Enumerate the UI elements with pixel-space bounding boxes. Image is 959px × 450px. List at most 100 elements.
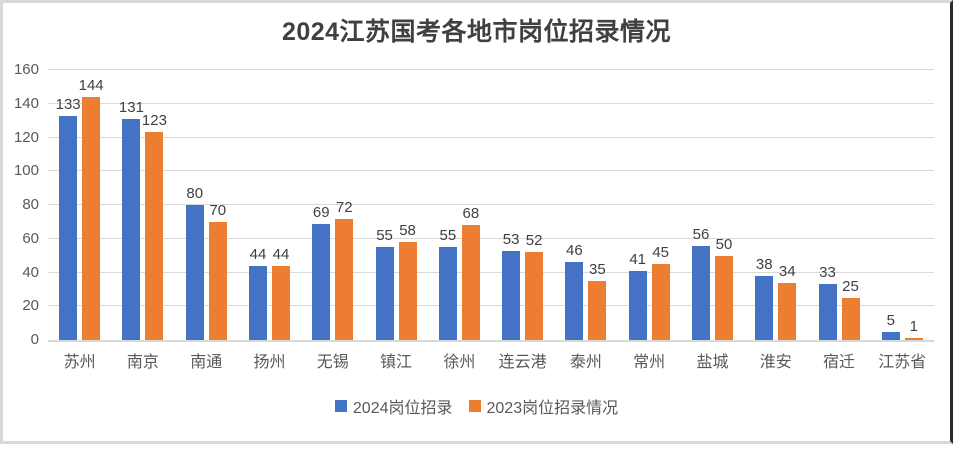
bar-wrap: 53 [502, 70, 521, 340]
bar-wrap: 56 [691, 70, 710, 340]
category-label: 宿迁 [823, 354, 856, 371]
bar-value-label: 123 [141, 112, 167, 130]
gridline [48, 136, 934, 138]
bar-wrap: 5 [881, 70, 900, 340]
bar [714, 255, 733, 340]
y-axis-label: 80 [22, 196, 39, 213]
bar-wrap: 35 [588, 70, 607, 340]
category-label: 泰州 [569, 354, 602, 371]
bar-value-label: 55 [376, 227, 393, 245]
bar-group: 53 52 [491, 70, 554, 340]
bar [335, 218, 354, 340]
category-label: 盐城 [696, 354, 729, 371]
bar-wrap: 72 [335, 70, 354, 340]
category-label: 南通 [190, 354, 223, 371]
bar-value-label: 55 [439, 227, 457, 245]
bar [59, 115, 78, 340]
bar-value-label: 41 [629, 250, 647, 268]
bar-value-label: 44 [272, 245, 290, 263]
legend-item: 2023岗位招录情况 [468, 394, 619, 418]
bar-wrap: 68 [461, 70, 480, 340]
bar-wrap: 1 [904, 70, 923, 340]
bar-group: 44 44 [238, 70, 301, 340]
bar [438, 247, 457, 340]
bar-wrap: 50 [714, 70, 733, 340]
plot-area: 133 144 131 123 80 70 44 44 69 72 55 58 55 68 53 52 46 35… [14, 62, 934, 348]
bar-value-label: 52 [525, 232, 543, 250]
gridline [48, 69, 934, 70]
bar-wrap: 55 [375, 70, 394, 340]
legend-label: 2023岗位招录情况 [486, 400, 619, 417]
gridline [48, 204, 934, 205]
bar [818, 284, 837, 340]
category-label: 江苏省 [878, 354, 927, 371]
bar-wrap: 38 [755, 70, 774, 340]
y-axis-label: 120 [13, 128, 39, 146]
bar-group: 69 72 [301, 70, 364, 340]
gridline [48, 305, 934, 307]
bar-value-label: 35 [589, 260, 606, 278]
bar [145, 132, 164, 340]
y-axis-label: 0 [30, 331, 39, 348]
legend-item: 2024岗位招录 [334, 394, 453, 418]
bar-group: 55 68 [428, 70, 491, 340]
y-axis-label: 40 [22, 263, 39, 281]
bar-value-label: 33 [819, 264, 836, 282]
legend-swatch [334, 400, 347, 412]
gridline [48, 102, 934, 104]
bar-wrap: 123 [142, 70, 167, 340]
bar-group: 33 25 [807, 70, 870, 340]
bar-wrap: 34 [778, 70, 797, 340]
bar [841, 297, 860, 340]
plot-wrap: 133 144 131 123 80 70 44 44 69 72 55 58 55 68 53 52 46 35… [14, 62, 934, 348]
bar [502, 250, 521, 340]
y-axis-label: 160 [13, 61, 39, 78]
bar-value-label: 69 [312, 203, 330, 221]
bar [208, 221, 227, 340]
category-label: 扬州 [253, 354, 286, 371]
bar-group: 38 34 [744, 70, 807, 340]
bar-value-label: 53 [502, 230, 520, 248]
bar-wrap: 69 [312, 70, 331, 340]
bar-wrap: 44 [248, 70, 267, 340]
y-axis-label: 140 [13, 94, 39, 112]
bar [778, 282, 797, 340]
bar-wrap: 52 [525, 70, 544, 340]
chart-title: 2024江苏国考各地市岗位招录情况 [281, 18, 672, 46]
y-axis-label: 20 [22, 297, 39, 315]
category-label: 徐州 [443, 354, 476, 371]
bar [461, 225, 480, 340]
y-axis-label: 60 [22, 229, 39, 247]
bar-group: 133 144 [48, 70, 111, 340]
bar-wrap: 33 [818, 70, 837, 340]
bar-value-label: 50 [715, 235, 733, 253]
bar-wrap: 41 [628, 70, 647, 340]
bar-group: 131 123 [111, 70, 174, 340]
y-axis-label: 100 [13, 162, 39, 180]
bar-wrap: 25 [841, 70, 860, 340]
bar [398, 242, 417, 340]
bar-wrap: 45 [651, 70, 670, 340]
bar-wrap: 131 [119, 70, 144, 340]
bar [588, 280, 607, 340]
bar-value-label: 58 [399, 222, 416, 240]
bar-value-label: 5 [886, 311, 895, 329]
gridline [48, 170, 934, 172]
bar-value-label: 38 [755, 255, 773, 273]
bar [248, 265, 267, 340]
bar-value-label: 70 [209, 201, 227, 219]
gridline [48, 271, 934, 273]
category-label: 连云港 [498, 354, 547, 371]
legend-label: 2024岗位招录 [352, 400, 453, 417]
bar-group: 46 35 [554, 70, 617, 340]
bar-groups-container: 133 144 131 123 80 70 44 44 69 72 55 58 55 68 53 52 46 35… [48, 70, 934, 340]
legend-swatch [468, 400, 481, 412]
category-label: 无锡 [316, 354, 349, 371]
bar-value-label: 144 [78, 77, 104, 94]
bar-value-label: 56 [692, 225, 710, 243]
category-label: 淮安 [759, 354, 792, 371]
bar-value-label: 72 [335, 198, 353, 216]
bar-wrap: 46 [565, 70, 584, 340]
category-label: 苏州 [63, 354, 96, 371]
